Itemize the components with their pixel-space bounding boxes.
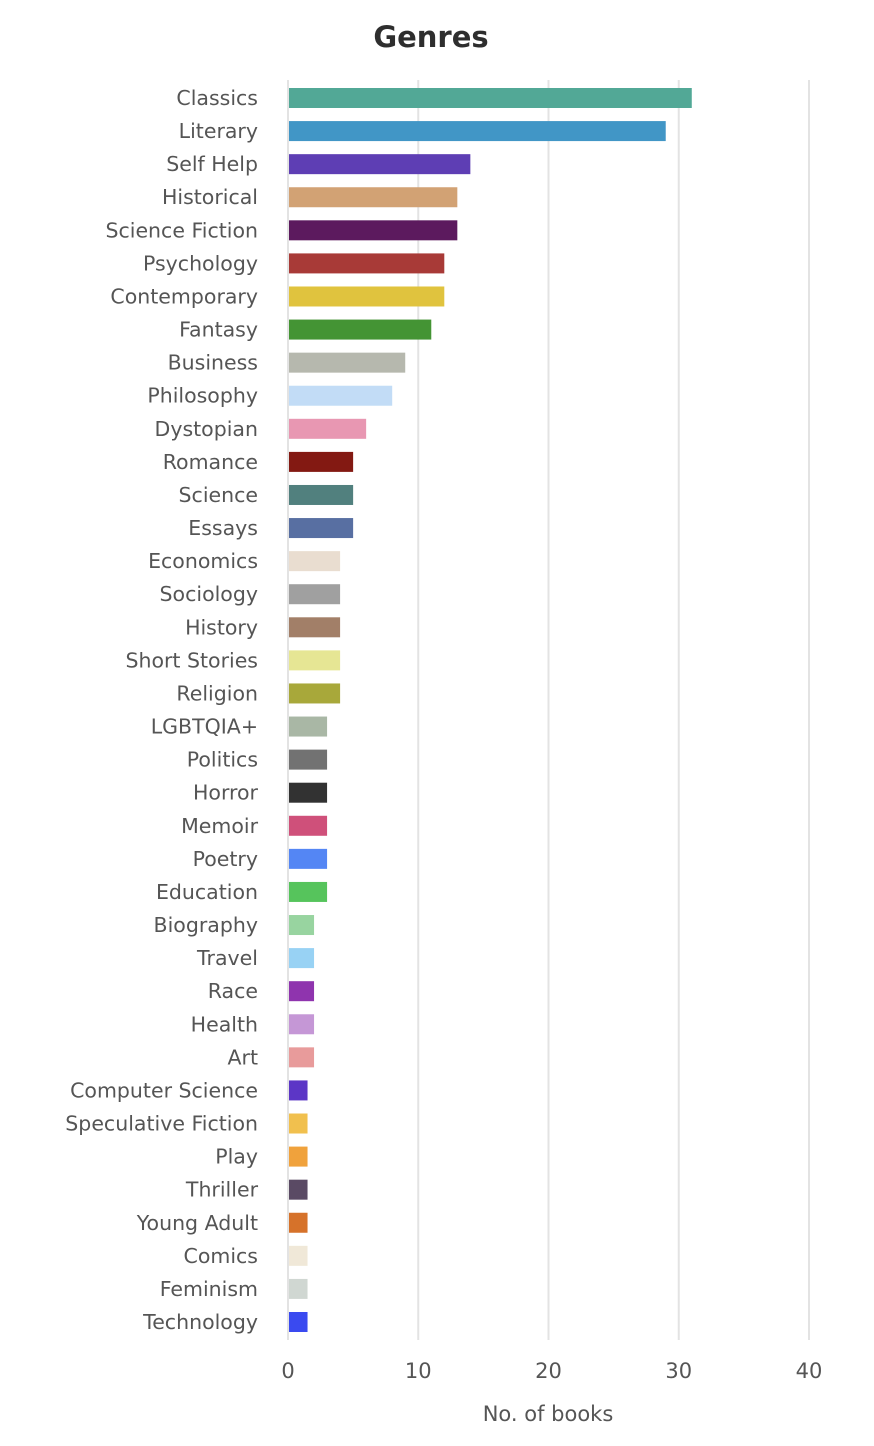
bar [289, 286, 445, 307]
category-label: Economics [148, 549, 258, 573]
category-label: Science Fiction [105, 218, 258, 242]
x-tick-label: 0 [281, 1359, 294, 1383]
category-label: Travel [196, 946, 258, 970]
bar [289, 121, 666, 142]
bar [289, 1245, 308, 1266]
bar [289, 551, 341, 572]
bar [289, 1014, 315, 1035]
chart-title: Genres [373, 20, 488, 54]
category-label: Contemporary [110, 284, 258, 308]
category-label: Fantasy [179, 318, 258, 342]
category-label: Religion [176, 681, 258, 705]
bar [289, 815, 328, 836]
category-label: Sociology [160, 582, 258, 606]
bar [289, 418, 367, 439]
bar [289, 948, 315, 969]
category-label: History [185, 615, 258, 639]
x-axis-title: No. of books [483, 1402, 614, 1426]
category-label: Poetry [193, 847, 258, 871]
bar [289, 1278, 308, 1299]
category-label: Feminism [160, 1277, 258, 1301]
bar [289, 319, 432, 340]
bar [289, 716, 328, 737]
category-label: LGBTQIA+ [151, 715, 258, 739]
category-label: Play [215, 1145, 258, 1169]
bar [289, 617, 341, 638]
category-label: Politics [187, 748, 258, 772]
bar [289, 451, 354, 472]
bar [289, 584, 341, 605]
category-label: Memoir [181, 814, 259, 838]
category-label: Speculative Fiction [65, 1112, 258, 1136]
x-tick-labels: 0 10 20 30 40 [281, 1359, 822, 1383]
category-label: Comics [184, 1244, 258, 1268]
bar [289, 683, 341, 704]
bar [289, 1113, 308, 1134]
category-label: Literary [179, 119, 258, 143]
category-label: Thriller [185, 1178, 259, 1202]
bar [289, 1312, 308, 1332]
bar [289, 981, 315, 1002]
bar [289, 187, 458, 208]
category-label: Science [179, 483, 258, 507]
bar [289, 1080, 308, 1101]
bar [289, 782, 328, 803]
category-label: Biography [154, 913, 258, 937]
bar [289, 253, 445, 274]
bar [289, 915, 315, 936]
bar [289, 154, 471, 175]
category-label: Computer Science [70, 1078, 258, 1102]
x-tick-label: 10 [405, 1359, 432, 1383]
bar [289, 1146, 308, 1167]
category-label: Horror [193, 781, 259, 805]
x-tick-label: 40 [796, 1359, 823, 1383]
category-label: Classics [176, 86, 258, 110]
category-label: Romance [163, 450, 258, 474]
category-label: Art [228, 1045, 259, 1069]
bar [289, 1212, 308, 1233]
bar [289, 749, 328, 770]
bar [289, 88, 692, 108]
bar [289, 1179, 308, 1200]
bar [289, 352, 406, 373]
bar [289, 881, 328, 902]
category-label: Short Stories [125, 648, 258, 672]
category-label: Race [208, 979, 258, 1003]
category-label: Self Help [166, 152, 258, 176]
bar [289, 518, 354, 539]
category-label: Dystopian [155, 417, 258, 441]
x-tick-label: 20 [535, 1359, 562, 1383]
category-label: Young Adult [136, 1211, 258, 1235]
category-label: Essays [188, 516, 258, 540]
category-labels: Classics Literary Self Help Historical Scien… [65, 86, 258, 1334]
bar [289, 848, 328, 869]
bar [289, 385, 393, 406]
x-tick-label: 30 [665, 1359, 692, 1383]
bar [289, 650, 341, 671]
bar [289, 1047, 315, 1068]
category-label: Philosophy [147, 384, 258, 408]
category-label: Technology [142, 1310, 258, 1334]
category-label: Education [156, 880, 258, 904]
bar [289, 484, 354, 505]
bars [289, 88, 692, 1332]
category-label: Business [168, 351, 258, 375]
category-label: Health [191, 1012, 258, 1036]
category-label: Historical [162, 185, 258, 209]
category-label: Psychology [143, 251, 258, 275]
bar [289, 220, 458, 241]
